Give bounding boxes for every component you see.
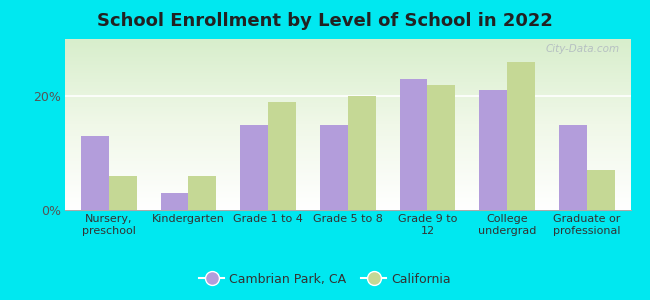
Text: City-Data.com: City-Data.com (545, 44, 619, 54)
Text: School Enrollment by Level of School in 2022: School Enrollment by Level of School in … (97, 12, 553, 30)
Legend: Cambrian Park, CA, California: Cambrian Park, CA, California (194, 268, 456, 291)
Bar (161, 193, 188, 210)
Bar (587, 170, 614, 210)
Bar (507, 62, 535, 210)
Bar (188, 176, 216, 210)
Bar (479, 90, 507, 210)
Bar (400, 79, 428, 210)
Bar (559, 124, 587, 210)
Bar (268, 102, 296, 210)
Bar (348, 96, 376, 210)
Bar (428, 85, 455, 210)
Bar (109, 176, 136, 210)
Bar (240, 124, 268, 210)
Bar (81, 136, 109, 210)
Bar (320, 124, 348, 210)
